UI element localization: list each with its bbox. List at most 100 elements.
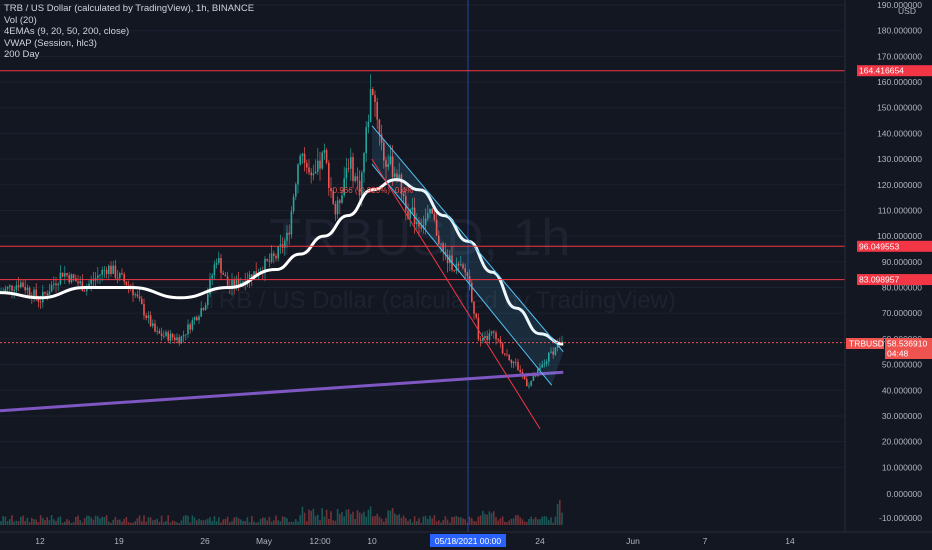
legend-vwap[interactable]: VWAP (Session, hlc3) <box>4 37 97 49</box>
volume-bar <box>501 516 504 525</box>
candle-body <box>70 274 73 283</box>
volume-bar <box>422 516 425 525</box>
volume-bar <box>193 517 196 525</box>
volume-bar <box>143 515 145 525</box>
volume-bar <box>156 518 158 525</box>
candle-body <box>24 286 26 291</box>
volume-bar <box>279 521 282 525</box>
tag-resistance-3[interactable]: 83.098957 <box>857 274 932 286</box>
candle-body <box>409 209 411 219</box>
candle-body <box>88 283 90 287</box>
volume-bar <box>365 516 367 525</box>
last-price-tag[interactable]: TRBUSD 58.536910 04:48 <box>846 338 932 359</box>
volume-bar <box>35 519 37 525</box>
volume-bar <box>411 522 414 525</box>
volume-bar <box>303 512 306 525</box>
volume-bar <box>499 518 502 525</box>
volume-bar <box>66 519 68 525</box>
volume-axis-ticks: 0.000000 -10.000000 <box>879 489 922 523</box>
candle-body <box>292 196 295 212</box>
candle-body <box>358 180 361 196</box>
volume-bar <box>81 522 84 525</box>
volume-bar <box>70 522 73 525</box>
volume-bar <box>306 521 308 525</box>
volume-bar <box>343 516 345 525</box>
candle-body <box>273 253 275 256</box>
chart-legend: TRB / US Dollar (calculated by TradingVi… <box>4 3 254 61</box>
candle-body <box>521 372 524 376</box>
candle-body <box>251 274 253 280</box>
candle-body <box>339 200 341 203</box>
volume-bar <box>235 516 238 525</box>
time-tick-label: 12 <box>35 536 45 546</box>
candle-body <box>356 176 359 181</box>
candle-body <box>526 379 528 387</box>
candle-body <box>97 275 99 279</box>
volume-bar <box>484 513 486 525</box>
legend-volume[interactable]: Vol (20) <box>4 14 37 26</box>
volume-bar <box>163 522 165 525</box>
volume-bar <box>431 518 433 525</box>
candle-body <box>317 160 319 172</box>
candle-body <box>17 285 20 288</box>
legend-sma[interactable]: 200 Day <box>4 49 40 60</box>
volume-bar <box>310 510 312 525</box>
volume-bar <box>424 515 427 525</box>
candle-body <box>429 208 431 214</box>
volume-bar <box>94 515 97 525</box>
volume-bar <box>20 516 22 525</box>
candle-body <box>493 331 495 333</box>
volume-bar <box>495 517 497 525</box>
volume-bar <box>387 510 389 525</box>
candle-body <box>552 351 554 355</box>
volume-bar <box>202 520 205 525</box>
volume-bar <box>449 522 451 525</box>
volume-bar <box>479 515 482 525</box>
volume-bar <box>119 519 121 525</box>
volume-bar <box>446 519 449 525</box>
candle-body <box>539 367 541 370</box>
volume-bar <box>429 515 431 525</box>
watermark-name: TRB / US Dollar (calculated by TradingVi… <box>204 287 676 314</box>
price-tick-label: 40.000000 <box>882 385 922 395</box>
candle-body <box>125 281 128 286</box>
candle-body <box>132 288 134 296</box>
volume-bar <box>345 509 348 525</box>
volume-bar <box>213 516 216 525</box>
candle-body <box>64 273 66 277</box>
candle-body <box>374 95 376 103</box>
candle-body <box>457 263 460 266</box>
candle-body <box>543 363 546 365</box>
candle-body <box>185 334 187 336</box>
candle-body <box>279 244 282 247</box>
candle-body <box>286 232 288 241</box>
volume-bar <box>167 515 169 525</box>
candle-body <box>248 274 251 281</box>
candle-body <box>211 275 213 279</box>
legend-title[interactable]: TRB / US Dollar (calculated by TradingVi… <box>4 3 255 14</box>
volume-bar <box>22 515 24 525</box>
volume-bar <box>99 518 101 525</box>
volume-bar <box>508 520 510 525</box>
volume-bar <box>339 514 341 525</box>
candle-body <box>145 315 147 318</box>
candle-body <box>191 320 194 330</box>
volume-bar <box>383 521 385 525</box>
candle-body <box>152 323 154 327</box>
candle-body <box>207 294 209 306</box>
legend-emas[interactable]: 4EMAs (9, 20, 50, 200, close) <box>4 26 130 37</box>
volume-bar <box>374 515 376 525</box>
tag-resistance-1[interactable]: 164.416654 <box>857 65 932 77</box>
volume-bar <box>517 515 519 525</box>
volume-bar <box>251 516 253 525</box>
volume-bar <box>266 520 268 525</box>
price-axis[interactable] <box>845 0 932 532</box>
candle-body <box>163 335 165 337</box>
volume-bar <box>541 516 543 525</box>
tag-resistance-2[interactable]: 96.049553 <box>857 240 932 252</box>
candle-body <box>136 294 139 297</box>
volume-bar <box>48 520 51 525</box>
price-tick-label: 170.000000 <box>877 51 922 61</box>
volume-bar <box>354 518 356 525</box>
